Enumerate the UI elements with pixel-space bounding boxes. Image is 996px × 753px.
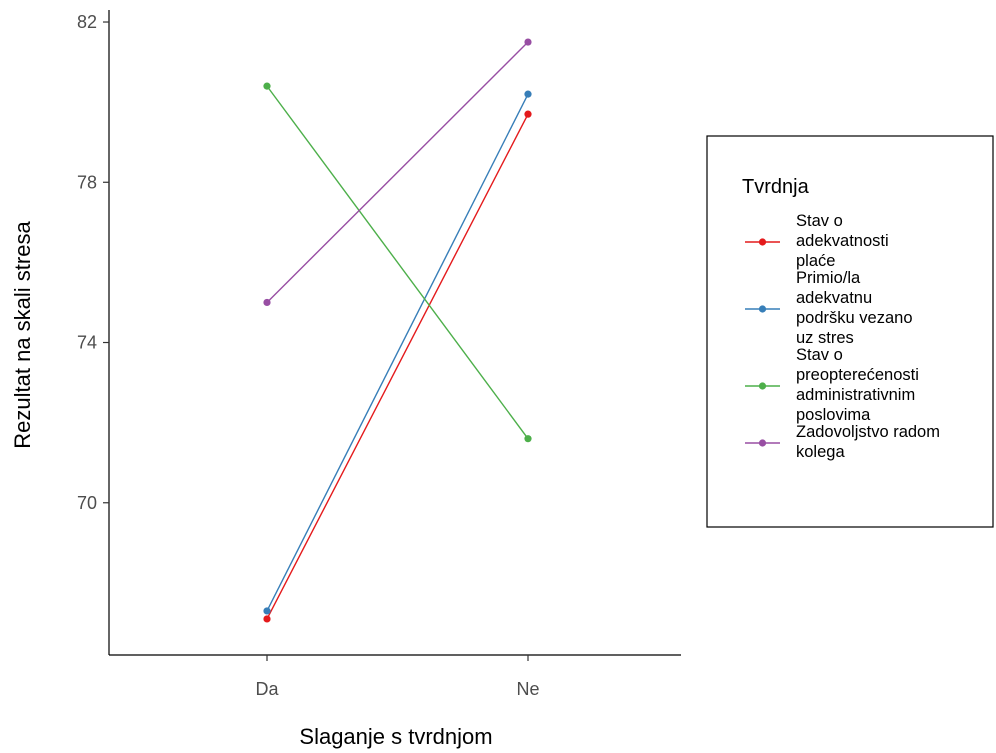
legend-key-point	[758, 238, 767, 246]
x-tick-label: Ne	[516, 679, 539, 699]
legend-label-line: adekvatnosti	[796, 232, 889, 250]
y-tick-label: 74	[77, 333, 97, 353]
y-tick-label: 70	[77, 493, 97, 513]
data-point	[524, 110, 532, 118]
series-line	[266, 85, 529, 440]
legend-label-line: Zadovoljstvo radom	[796, 423, 940, 441]
series-line	[266, 41, 529, 303]
series-4	[263, 38, 532, 307]
legend-label-line: administrativnim	[796, 386, 915, 404]
data-point	[524, 435, 532, 443]
legend-label-line: plaće	[796, 252, 835, 270]
axes: 70 74 78 82 Da Ne	[77, 10, 681, 699]
legend-label-line: podršku vezano	[796, 309, 913, 327]
series-line	[266, 113, 529, 620]
series-1	[263, 110, 532, 623]
legend-label-line: poslovima	[796, 406, 871, 424]
legend-label-line: adekvatnu	[796, 289, 872, 307]
legend: Tvrdnja Stav o adekvatnosti plaćePrimio/la…	[706, 135, 994, 528]
plot-area	[263, 38, 532, 623]
legend-label-line: kolega	[796, 443, 845, 461]
legend-item-3: Stav o preopterećenosti administrativnim po…	[745, 346, 919, 424]
legend-label-line: Primio/la	[796, 269, 861, 287]
legend-label-line: Stav o	[796, 346, 843, 364]
legend-item-1: Stav o adekvatnosti plaće	[745, 212, 889, 270]
data-point	[263, 298, 271, 307]
series-line	[266, 93, 529, 612]
legend-label-line: preopterećenosti	[796, 366, 919, 384]
data-point	[263, 82, 271, 90]
data-point	[263, 607, 271, 615]
y-axis-title: Rezultat na skali stresa	[10, 221, 35, 449]
legend-label-line: uz stres	[796, 329, 854, 347]
data-point	[524, 90, 532, 98]
data-point	[524, 38, 532, 46]
legend-item-4: Zadovoljstvo radom kolega	[745, 423, 940, 461]
series-3	[263, 82, 532, 443]
legend-key-point	[758, 382, 767, 390]
legend-key-point	[758, 305, 767, 313]
legend-label-line: Stav o	[796, 212, 843, 230]
y-tick-label: 78	[77, 172, 97, 192]
legend-item-2: Primio/la adekvatnu podršku vezano uz stres	[745, 269, 913, 347]
y-tick-label: 82	[77, 12, 97, 32]
legend-box	[706, 135, 994, 528]
series-2	[263, 90, 532, 615]
legend-key-point	[758, 439, 767, 447]
legend-title: Tvrdnja	[742, 176, 810, 198]
data-point	[263, 615, 271, 623]
x-tick-label: Da	[255, 679, 279, 699]
x-axis-title: Slaganje s tvrdnjom	[299, 724, 492, 749]
